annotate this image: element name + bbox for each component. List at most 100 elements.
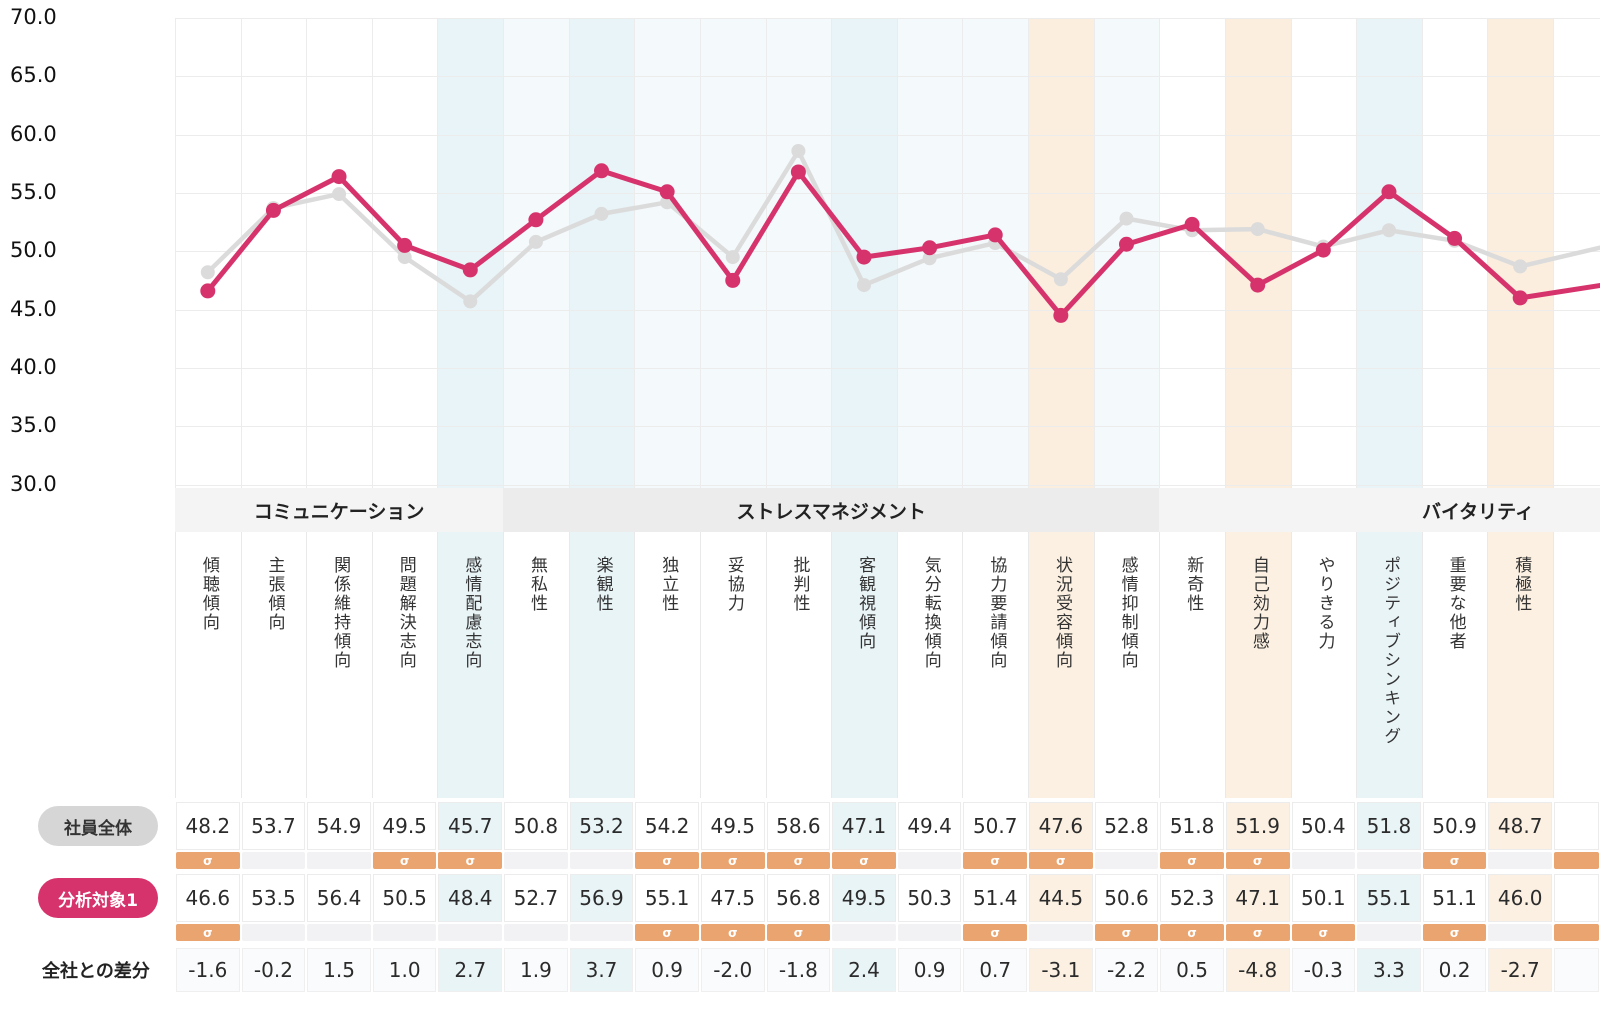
sigma-marker-cell (897, 852, 962, 869)
diff-value-cell: 1.0 (372, 948, 437, 992)
gridline-horizontal (175, 76, 1600, 78)
series-overall-line (206, 148, 1600, 304)
column-highlight-band (1028, 18, 1094, 488)
overall-value-cell: 52.8 (1094, 802, 1159, 850)
column-label-cell: 感情抑制傾向 (1093, 532, 1160, 798)
target-value-cell: 51.1 (1422, 874, 1487, 922)
diff-value-cell: 1.9 (504, 948, 568, 992)
target-value-cell: 47.5 (700, 874, 765, 922)
series-target-data-point (790, 164, 806, 180)
target-value-cell: 50.3 (897, 874, 962, 922)
column-label: 客観視傾向 (855, 556, 876, 651)
sigma-icon: σ (1318, 925, 1328, 940)
diff-value-cell: -2.7 (1488, 948, 1552, 992)
column-highlight-band (1487, 18, 1553, 488)
sigma-marker-cell: σ (635, 852, 699, 869)
column-label-cell: 重要な他者 (1421, 532, 1488, 798)
diff-value-cell (1554, 948, 1599, 992)
sigma-marker-cell (504, 924, 568, 941)
sigma-marker-cell (569, 852, 634, 869)
series-target-data-point (200, 283, 216, 299)
overall-value-cell: 58.6 (766, 802, 831, 850)
group-header-band (503, 488, 1160, 532)
sigma-marker-cell (832, 924, 896, 941)
sigma-icon: σ (1187, 853, 1197, 868)
column-label-cell: 積極性 (1487, 532, 1553, 798)
diff-value-cell: 0.9 (897, 948, 962, 992)
gridline-vertical (699, 18, 701, 488)
series-overall-data-point (528, 234, 543, 249)
column-highlight-band (568, 18, 635, 488)
sigma-marker-cell: σ (1225, 852, 1290, 869)
overall-value-cell: 49.4 (897, 802, 962, 850)
sigma-icon: σ (203, 925, 213, 940)
gridline-vertical (306, 18, 308, 488)
sigma-marker-cell: σ (963, 852, 1028, 869)
sigma-icon: σ (1253, 853, 1263, 868)
diff-value-cell: -1.6 (176, 948, 240, 992)
gridline-vertical (1553, 18, 1554, 488)
series-target-data-point (1315, 242, 1331, 258)
sigma-marker-cell (241, 924, 306, 941)
sigma-marker-cell: σ (832, 852, 896, 869)
diff-value-cell: 0.9 (635, 948, 699, 992)
series-target-pill[interactable]: 分析対象1 (38, 878, 158, 918)
y-axis-tick-label: 70.0 (10, 5, 57, 29)
column-label: 重要な他者 (1445, 556, 1466, 651)
diff-value-cell: -2.2 (1094, 948, 1159, 992)
series-overall-data-point (332, 187, 347, 202)
target-value-cell: 44.5 (1029, 874, 1093, 922)
column-label-cell: 無私性 (503, 532, 569, 798)
series-overall-data-point (857, 278, 871, 293)
column-label: 感情抑制傾向 (1117, 556, 1138, 670)
target-value-cell: 46.6 (176, 874, 240, 922)
sigma-marker-cell: σ (176, 852, 240, 869)
diff-value-cell: 2.7 (438, 948, 503, 992)
series-overall-data-point (1119, 211, 1134, 226)
column-label-cell: 問題解決志向 (371, 532, 438, 798)
gridline-horizontal (175, 18, 1600, 19)
sigma-marker-cell: σ (700, 852, 765, 869)
sigma-marker-cell: σ (635, 924, 699, 941)
sigma-marker-cell: σ (963, 924, 1028, 941)
series-overall-pill[interactable]: 社員全体 (38, 806, 158, 846)
overall-value-cell: 53.7 (241, 802, 306, 850)
gridline-horizontal (175, 192, 1600, 194)
column-label: 感情配慮志向 (461, 556, 482, 670)
overall-value-cell: 53.2 (569, 802, 634, 850)
gridline-vertical (371, 18, 373, 488)
series-target-data-point (856, 249, 872, 265)
sigma-icon: σ (465, 853, 475, 868)
series-target-data-point (987, 227, 1003, 243)
sigma-marker-cell: σ (1291, 924, 1356, 941)
overall-value-cell: 50.7 (963, 802, 1028, 850)
sigma-marker-cell (897, 924, 962, 941)
diff-value-cell: -0.2 (241, 948, 306, 992)
y-axis-tick-label: 30.0 (10, 471, 57, 496)
sigma-icon: σ (662, 925, 672, 940)
sigma-marker-cell (1357, 852, 1421, 869)
sigma-marker-cell: σ (766, 852, 831, 869)
series-target-data-point (462, 262, 478, 278)
gridline-horizontal (175, 309, 1600, 311)
sigma-marker-cell (1488, 852, 1552, 869)
overall-value-cell: 50.9 (1422, 802, 1487, 850)
column-label: 問題解決志向 (395, 556, 416, 670)
diff-value-cell: -1.8 (766, 948, 831, 992)
sigma-marker-cell (1554, 924, 1599, 941)
overall-value-cell: 49.5 (372, 802, 437, 850)
sigma-icon: σ (662, 853, 672, 868)
target-value-cell: 56.8 (766, 874, 831, 922)
series-target-data-point (1184, 216, 1200, 232)
column-label-cell: 妥協力 (699, 532, 766, 798)
sigma-marker-cell: σ (1094, 924, 1159, 941)
sigma-icon: σ (859, 853, 869, 868)
overall-value-cell (1554, 802, 1599, 850)
series-overall-data-point (1053, 272, 1068, 287)
diff-value-cell: 3.7 (569, 948, 634, 992)
column-highlight-band (765, 18, 832, 488)
sigma-marker-cell (438, 924, 503, 941)
sigma-marker-cell: σ (1422, 852, 1487, 869)
gridline-vertical (831, 18, 833, 488)
series-overall-data-point (397, 250, 412, 265)
